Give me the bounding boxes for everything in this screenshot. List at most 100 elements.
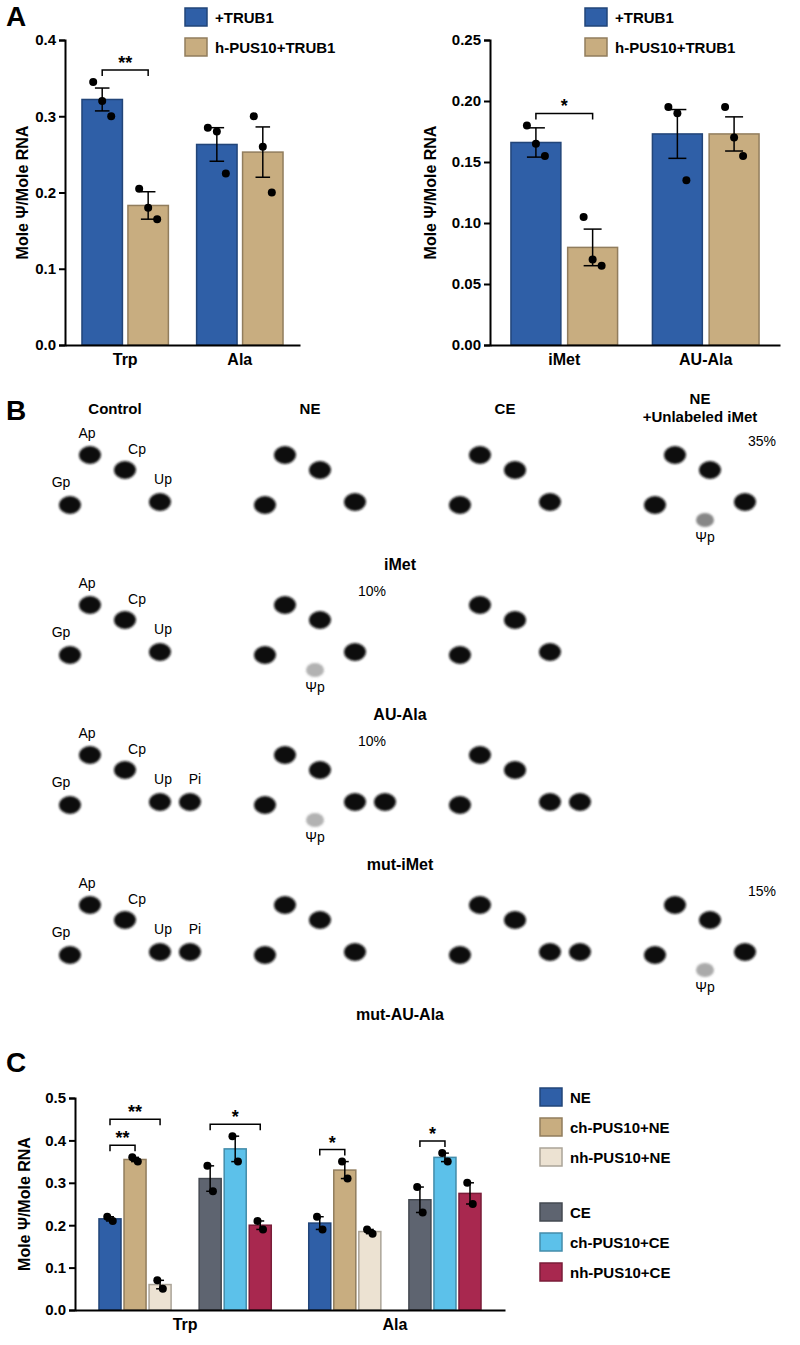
legend-label: h-PUS10+TRUB1 — [615, 39, 735, 56]
error-bar — [209, 1166, 211, 1191]
y-tick: 0.15 — [452, 153, 490, 170]
tlc-spot — [114, 611, 136, 629]
bar — [334, 1170, 356, 1310]
figure-root: ABC0.00.10.20.30.4TrpAlaMole Ψ/Mole RNA*… — [0, 0, 800, 1345]
data-point — [135, 185, 143, 193]
y-tick-label: 0.1 — [45, 1259, 66, 1276]
tlc-spot — [114, 461, 136, 479]
y-tick-mark — [69, 1182, 75, 1184]
tlc-spot — [344, 643, 366, 661]
data-point — [109, 1217, 117, 1225]
bar-chart: 0.000.050.100.150.200.25iMetAU-AlaMole Ψ… — [422, 8, 781, 368]
bar — [709, 134, 759, 345]
tlc-spot — [309, 461, 331, 479]
data-point — [153, 1276, 161, 1284]
error-bar — [262, 127, 264, 177]
tlc-cell — [254, 446, 366, 514]
tlc-spot — [59, 646, 81, 664]
data-point — [673, 109, 681, 117]
spot-label: Up — [154, 471, 172, 487]
legend-swatch — [540, 1263, 562, 1281]
y-tick: 0.2 — [35, 184, 65, 201]
y-tick-label: 0.25 — [452, 31, 481, 48]
significance-label: * — [329, 1133, 336, 1153]
tlc-spot — [539, 793, 561, 811]
data-point — [589, 256, 597, 264]
data-point — [222, 169, 230, 177]
bar — [128, 205, 168, 345]
y-tick-mark — [59, 40, 65, 42]
bar — [359, 1232, 381, 1310]
y-tick-mark — [484, 40, 490, 42]
error-cap — [95, 110, 110, 112]
tlc-spot — [644, 496, 666, 514]
data-point — [203, 1162, 211, 1170]
x-axis: TrpAla — [76, 1310, 506, 1333]
bar — [459, 1193, 481, 1310]
tlc-spot — [274, 746, 296, 764]
data-point — [213, 128, 221, 136]
tlc-cell: Ψp10% — [254, 583, 386, 695]
tlc-spot — [449, 796, 471, 814]
y-tick: 0.10 — [452, 214, 490, 231]
legend-label: ch-PUS10+NE — [570, 1119, 670, 1136]
spot-label: Gp — [52, 924, 71, 940]
bar — [434, 1157, 456, 1310]
data-point — [319, 1225, 327, 1233]
data-point — [419, 1208, 427, 1216]
tlc-spot — [449, 646, 471, 664]
plot-marks — [82, 78, 283, 345]
legend-label: nh-PUS10+NE — [570, 1149, 670, 1166]
data-point — [268, 189, 276, 197]
data-point — [541, 152, 549, 160]
tlc-cell — [449, 596, 561, 664]
tlc-spot — [469, 446, 491, 464]
y-tick: 0.0 — [45, 1301, 75, 1318]
bar — [309, 1223, 331, 1310]
data-point — [532, 140, 540, 148]
legend: +TRUB1h-PUS10+TRUB1 — [185, 8, 335, 56]
tlc-spot — [699, 461, 721, 479]
bar — [124, 1159, 146, 1310]
row-label: AU-Ala — [373, 706, 426, 723]
y-tick-label: 0.20 — [452, 92, 481, 109]
tlc-spot — [344, 493, 366, 511]
y-tick-label: 0.2 — [35, 184, 56, 201]
tlc-spot — [79, 746, 101, 764]
legend-label: +TRUB1 — [615, 9, 674, 26]
bar — [249, 1225, 271, 1310]
y-tick-label: 0.5 — [45, 1089, 66, 1106]
significance-label: * — [429, 1124, 436, 1144]
y-axis-line — [69, 1099, 76, 1311]
legend-swatch — [185, 8, 207, 26]
x-axis-line — [491, 345, 781, 347]
tlc-spot — [664, 896, 686, 914]
x-tick: Ala — [227, 345, 252, 368]
legend-swatch — [540, 1118, 562, 1136]
tlc-spot — [664, 446, 686, 464]
x-axis-line — [76, 1310, 506, 1312]
y-tick: 0.00 — [452, 336, 490, 353]
tlc-cell: ApCpGpUp — [52, 575, 173, 664]
bar — [511, 142, 561, 345]
error-cap — [725, 116, 743, 118]
tlc-spot — [469, 746, 491, 764]
tlc-spot — [274, 896, 296, 914]
tlc-cell — [449, 746, 591, 814]
tlc-spot — [149, 493, 171, 511]
data-point — [153, 215, 161, 223]
x-axis: iMetAU-Ala — [491, 345, 781, 368]
y-tick-label: 0.15 — [452, 153, 481, 170]
column-header: NE — [300, 400, 321, 417]
y-tick-mark — [484, 162, 490, 164]
y-tick-mark — [69, 1225, 75, 1227]
y-tick-label: 0.4 — [35, 31, 57, 48]
data-point — [739, 152, 747, 160]
spot-label: Ψp — [695, 529, 715, 545]
data-point — [234, 1158, 242, 1166]
tlc-panel: ControlNECENE+Unlabeled iMetApCpGpUpΨp35… — [52, 390, 776, 1023]
bar — [409, 1200, 431, 1310]
bar — [149, 1285, 171, 1310]
tlc-spot — [449, 946, 471, 964]
psi-spot — [306, 813, 324, 827]
